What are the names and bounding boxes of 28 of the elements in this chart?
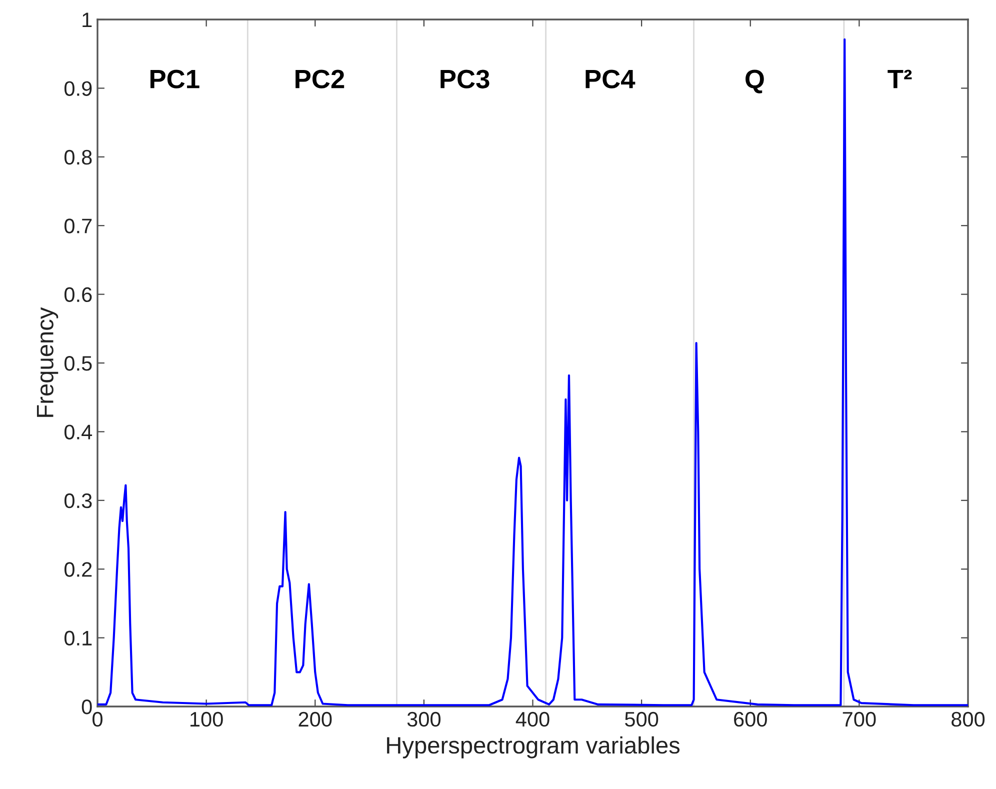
x-tick-label: 700 [842, 712, 876, 727]
y-tick-label: 0.9 [64, 81, 92, 96]
y-tick-label: 0.4 [64, 424, 92, 440]
annotation: PC4 [586, 70, 636, 88]
y-tick-label: 0.3 [64, 493, 92, 508]
x-tick-label: 200 [298, 712, 332, 727]
y-tick-label: 0.6 [64, 287, 92, 302]
x-tick-label: 600 [734, 712, 767, 727]
annotation: Q [746, 70, 764, 94]
annotation: PC1 [150, 70, 200, 88]
x-tick-label: 800 [952, 712, 985, 727]
annotation: PC2 [296, 70, 344, 88]
x-tick-label: 400 [516, 712, 550, 727]
x-tick-label: 100 [190, 712, 223, 727]
y-tick-label: 0.7 [64, 218, 92, 234]
y-tick-label: 0.5 [64, 356, 92, 371]
y-axis-title: Frequency [36, 307, 58, 417]
annotation: T² [888, 70, 912, 88]
x-tick-label: 300 [407, 712, 441, 727]
y-tick-label: 0 [82, 700, 92, 714]
annotation: PC3 [440, 70, 490, 88]
y-tick-label: 0.1 [64, 630, 92, 646]
x-tick-label: 0 [92, 712, 102, 727]
x-axis-title: Hyperspectrogram variables [387, 736, 680, 758]
x-tick-label: 500 [625, 712, 658, 727]
y-tick-label: 0.8 [64, 150, 92, 165]
y-tick-label: 0.2 [64, 562, 92, 577]
y-tick-label: 1 [82, 12, 92, 28]
